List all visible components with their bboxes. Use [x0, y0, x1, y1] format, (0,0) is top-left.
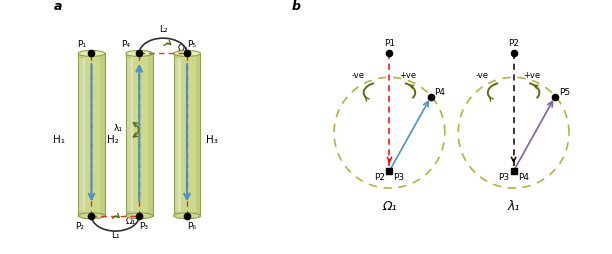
Bar	[127, 59, 133, 211]
Bar	[175, 59, 181, 211]
Bar	[78, 54, 83, 216]
Text: $\bfit{a}$: $\bfit{a}$	[53, 0, 63, 12]
Text: L₁: L₁	[111, 230, 120, 239]
Ellipse shape	[174, 51, 200, 57]
Text: P3: P3	[394, 172, 405, 181]
Ellipse shape	[78, 213, 105, 219]
Text: H₃: H₃	[206, 135, 218, 145]
Text: P1: P1	[384, 39, 395, 48]
Text: H₁: H₁	[53, 135, 65, 145]
Text: H₂: H₂	[106, 135, 119, 145]
Text: L₂: L₂	[159, 24, 168, 33]
Text: P₃: P₃	[140, 221, 149, 230]
Ellipse shape	[78, 51, 105, 57]
Text: P5: P5	[559, 87, 570, 96]
Bar	[196, 54, 200, 216]
Text: P₆: P₆	[187, 221, 196, 230]
Text: P2: P2	[375, 172, 386, 181]
Text: P₁: P₁	[78, 40, 86, 49]
Bar	[126, 54, 131, 216]
Text: P₅: P₅	[187, 40, 196, 49]
Text: $\bfit{b}$: $\bfit{b}$	[291, 0, 302, 12]
Text: Ω₁: Ω₁	[382, 199, 397, 212]
Ellipse shape	[174, 213, 200, 219]
Text: P₂: P₂	[75, 221, 84, 230]
Text: λ₁: λ₁	[114, 123, 123, 132]
Bar	[174, 54, 200, 216]
Bar	[147, 54, 152, 216]
Text: P3: P3	[499, 172, 510, 181]
Bar	[174, 54, 179, 216]
Text: +ve: +ve	[523, 71, 540, 80]
Bar	[80, 59, 85, 211]
Bar	[126, 54, 152, 216]
Text: P4: P4	[518, 172, 529, 181]
Text: P₄: P₄	[121, 40, 130, 49]
Text: λ₁: λ₁	[507, 199, 520, 212]
Text: Ω₁: Ω₁	[126, 217, 136, 226]
Ellipse shape	[126, 213, 152, 219]
Bar	[100, 54, 105, 216]
Text: Ω₂: Ω₂	[177, 43, 188, 52]
Text: -ve: -ve	[476, 71, 488, 80]
Text: -ve: -ve	[351, 71, 364, 80]
Text: P4: P4	[435, 87, 446, 96]
Ellipse shape	[126, 51, 152, 57]
Bar	[78, 54, 105, 216]
Text: P2: P2	[508, 39, 519, 48]
Text: +ve: +ve	[399, 71, 416, 80]
